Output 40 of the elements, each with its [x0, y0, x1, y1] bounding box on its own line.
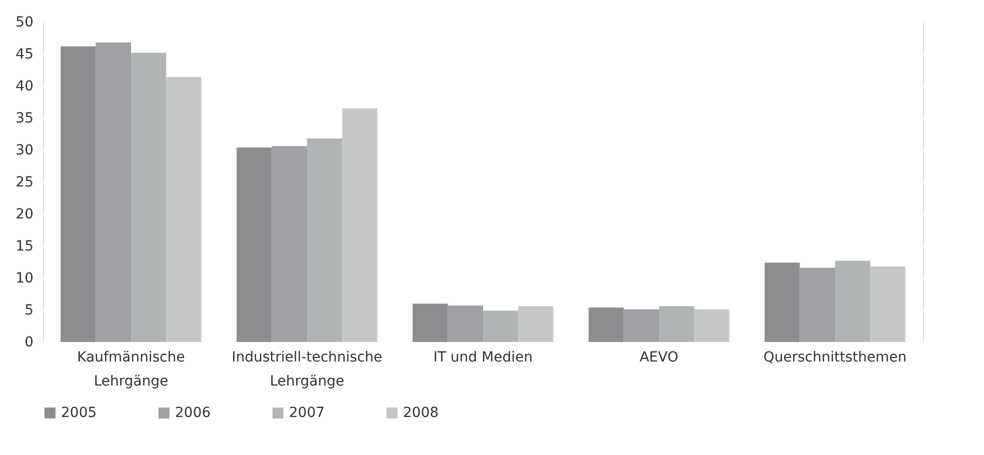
legend-label: 2008 [403, 405, 439, 421]
bar [96, 42, 131, 342]
y-tick-label: 35 [16, 110, 34, 126]
bar [131, 52, 166, 342]
bar [307, 138, 342, 342]
bar [764, 262, 800, 342]
y-tick-label: 0 [24, 334, 34, 350]
bar [412, 304, 448, 342]
bar [588, 307, 624, 342]
y-tick-label: 5 [24, 302, 34, 318]
x-tick-label: IT und Medien [433, 350, 533, 366]
legend-label: 2005 [61, 405, 97, 421]
x-tick-label: AEVO [640, 350, 678, 366]
y-tick-label: 30 [16, 142, 34, 158]
y-tick-label: 25 [16, 174, 34, 190]
y-tick-label: 15 [16, 238, 34, 254]
bar [624, 309, 659, 342]
bar [166, 77, 202, 342]
bar [236, 147, 272, 342]
bar [835, 260, 870, 342]
y-tick-label: 45 [16, 46, 34, 62]
bar [60, 46, 96, 342]
bar [659, 306, 694, 342]
y-tick-label: 20 [16, 206, 34, 222]
bar [870, 266, 906, 342]
y-tick-label: 50 [16, 14, 34, 30]
bar [800, 268, 835, 342]
bar [272, 146, 307, 342]
x-tick-label: Industriell-technische Lehrgänge [232, 350, 382, 390]
y-tick-label: 40 [16, 78, 34, 94]
x-tick-label: Querschnittsthemen [763, 350, 907, 366]
bar [342, 108, 378, 342]
bar [518, 306, 554, 342]
legend-label: 2006 [175, 405, 211, 421]
bar [694, 309, 730, 342]
bar [483, 310, 518, 342]
x-tick-label: Kaufmännische Lehrgänge [77, 350, 185, 390]
y-tick-label: 10 [16, 270, 34, 286]
legend-label: 2007 [289, 405, 325, 421]
bar [448, 306, 483, 342]
